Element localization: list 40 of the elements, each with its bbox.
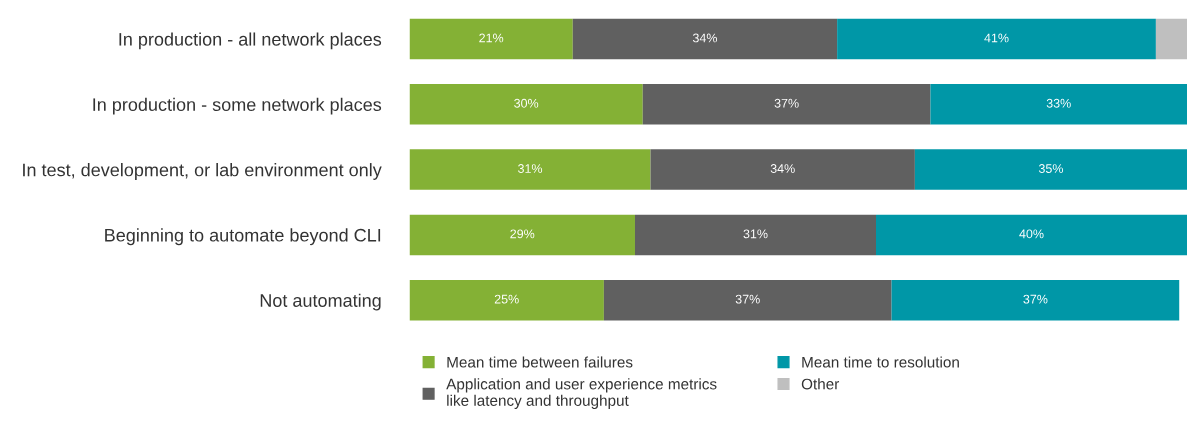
data-label: 25% — [494, 294, 519, 304]
bar — [409, 18, 573, 60]
bar — [876, 214, 1187, 256]
data-label: 30% — [514, 98, 539, 108]
bar — [837, 18, 1156, 60]
bar — [930, 84, 1187, 125]
bar — [914, 149, 1187, 190]
y-tick-label: Not automating — [260, 293, 381, 311]
bar — [572, 18, 838, 60]
legend-label: Application and user experience metrics like latency and throughput — [446, 378, 717, 409]
y-tick-label: In test, development, or lab environment only — [23, 163, 382, 180]
data-label: 41% — [984, 33, 1009, 43]
bar — [1155, 18, 1187, 60]
bar — [409, 279, 604, 321]
bar — [642, 84, 931, 125]
bar — [409, 214, 635, 256]
data-label: 34% — [770, 164, 795, 173]
bar — [650, 149, 915, 190]
data-label: 33% — [1046, 98, 1071, 108]
bar — [603, 279, 892, 321]
legend-label: Mean time between failures — [447, 356, 633, 368]
data-label: 34% — [692, 33, 718, 43]
data-label: 21% — [479, 33, 504, 43]
bar — [409, 149, 651, 190]
data-label: 31% — [517, 164, 543, 173]
data-label: 29% — [510, 229, 535, 239]
data-label: 40% — [1019, 229, 1044, 239]
legend-label: Mean time to resolution — [802, 356, 959, 368]
data-label: 37% — [735, 294, 760, 304]
data-label: 37% — [1023, 294, 1048, 304]
bar — [891, 279, 1180, 321]
y-tick-label: Beginning to automate beyond CLI — [105, 228, 381, 246]
bar — [634, 214, 877, 256]
bar — [409, 84, 643, 125]
data-label: 31% — [743, 229, 768, 239]
y-tick-label: In production - some network places — [93, 97, 382, 115]
data-label: 37% — [774, 98, 799, 108]
data-label: 35% — [1038, 164, 1064, 173]
y-tick-label: In production - all network places — [119, 32, 382, 50]
legend-label: Other — [801, 378, 840, 390]
